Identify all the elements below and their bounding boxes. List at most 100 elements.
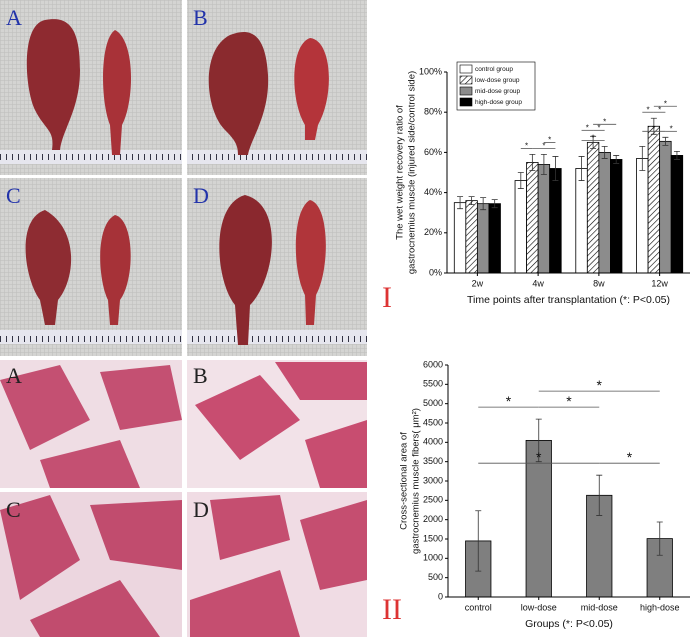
error-bar <box>535 418 542 463</box>
y-tick-label: 2000 <box>423 514 443 524</box>
bar <box>610 159 623 274</box>
significance-star: * <box>548 136 551 145</box>
significance-star: * <box>658 105 661 114</box>
error-bar <box>596 474 603 516</box>
error-bar <box>578 156 585 181</box>
bar <box>670 155 684 274</box>
error-bar <box>480 197 487 211</box>
legend-label: low-dose group <box>475 77 520 84</box>
y-tick-label: 80% <box>424 107 442 117</box>
x-tick-label: 12w <box>651 278 668 288</box>
x-tick-label: high-dose <box>640 602 680 612</box>
error-bar <box>613 155 620 164</box>
bar <box>488 203 501 274</box>
bar <box>549 168 562 274</box>
significance-star: * <box>603 117 606 126</box>
bar <box>647 125 661 274</box>
x-tick-label: control <box>465 602 492 612</box>
significance-star: * <box>597 123 600 132</box>
error-bar <box>673 150 680 160</box>
y-tick-label: 3000 <box>423 475 443 485</box>
bar <box>659 140 672 274</box>
y-tick-label: 40% <box>424 187 442 197</box>
significance-star: * <box>592 133 595 142</box>
significance-star: * <box>597 377 603 393</box>
legend-label: mid-dose group <box>475 88 521 95</box>
y-tick-label: 1500 <box>423 533 443 543</box>
histology-label: C <box>6 497 21 522</box>
error-bar <box>601 145 608 159</box>
photo <box>187 178 367 356</box>
y-tick-label: 5000 <box>423 398 443 408</box>
significance-star: * <box>647 105 650 114</box>
bar <box>598 151 611 274</box>
bar <box>636 158 649 274</box>
legend-label: high-dose group <box>475 99 522 106</box>
legend-swatch <box>459 75 473 85</box>
bar <box>575 168 588 274</box>
error-bar <box>639 145 646 171</box>
bar <box>586 141 600 274</box>
histology-label: A <box>6 363 22 388</box>
x-axis-label: Groups (*: P<0.05) <box>525 618 613 630</box>
figure-label: I <box>382 281 392 314</box>
photo <box>0 0 182 175</box>
bar <box>537 164 551 274</box>
y-tick-label: 500 <box>428 572 443 582</box>
significance-star: * <box>506 393 512 409</box>
y-axis-label: gastrocnemius muscle fibers( μm²) <box>411 408 422 554</box>
significance-star: * <box>586 123 589 132</box>
y-tick-label: 4000 <box>423 437 443 447</box>
histology-label: D <box>193 497 209 522</box>
x-tick-label: 2w <box>472 278 484 288</box>
figure-label: II <box>382 593 402 626</box>
legend-swatch <box>459 97 473 107</box>
significance-star: * <box>652 124 655 133</box>
error-bar <box>468 196 475 206</box>
histology-label: B <box>193 363 208 388</box>
y-tick-label: 0% <box>429 267 442 277</box>
bar <box>514 180 527 274</box>
y-tick-label: 5500 <box>423 379 443 389</box>
bar <box>453 202 467 274</box>
y-tick-label: 20% <box>424 227 442 237</box>
error-bar <box>552 156 559 181</box>
y-axis-label: Cross-sectional area of <box>399 432 410 530</box>
significance-star: * <box>542 142 545 151</box>
photo <box>0 178 182 356</box>
y-tick-label: 4500 <box>423 417 443 427</box>
error-bar <box>517 172 524 189</box>
photos: A B C D A B C D <box>0 0 367 637</box>
histology <box>0 360 367 637</box>
legend-label: control group <box>475 66 513 73</box>
legend-swatch <box>459 64 473 74</box>
significance-star: * <box>536 449 542 465</box>
y-axis-label: The wet weight recovery ratio of <box>395 105 406 240</box>
y-axis-label: gastrocnemius muscle (injured side/contr… <box>407 71 418 274</box>
y-tick-label: 60% <box>424 147 442 157</box>
error-bar <box>540 154 547 175</box>
y-tick-label: 2500 <box>423 495 443 505</box>
photo <box>187 0 367 175</box>
significance-star: * <box>627 449 633 465</box>
x-axis-label: Time points after transplantation (*: P<… <box>467 294 670 306</box>
y-tick-label: 3500 <box>423 456 443 466</box>
legend-swatch <box>459 86 473 96</box>
photo-label: D <box>193 183 209 208</box>
error-bar <box>475 510 482 572</box>
error-bar <box>529 154 536 171</box>
y-tick-label: 6000 <box>423 359 443 369</box>
significance-star: * <box>664 99 667 108</box>
error-bar <box>457 196 464 210</box>
significance-star: * <box>566 393 572 409</box>
error-bar <box>656 521 663 556</box>
y-tick-label: 1000 <box>423 553 443 563</box>
error-bar <box>590 135 597 149</box>
bar <box>526 162 539 274</box>
significance-star: * <box>525 142 528 151</box>
error-bar <box>491 199 498 209</box>
photo-label: C <box>6 183 21 208</box>
x-tick-label: mid-dose <box>581 602 618 612</box>
x-tick-label: 8w <box>593 278 605 288</box>
